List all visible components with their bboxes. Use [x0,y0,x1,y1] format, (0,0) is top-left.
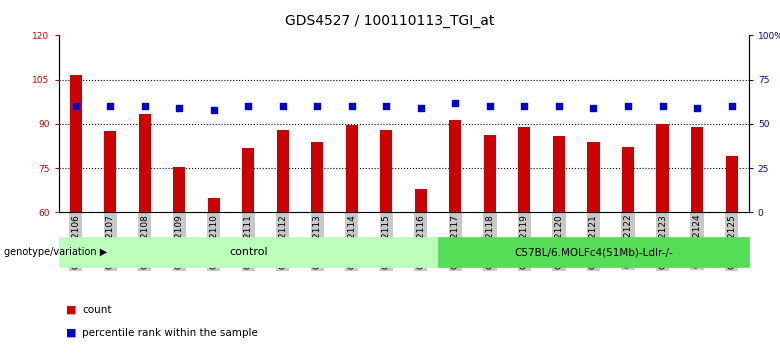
Text: ■: ■ [66,328,76,338]
Text: C57BL/6.MOLFc4(51Mb)-Ldlr-/-: C57BL/6.MOLFc4(51Mb)-Ldlr-/- [514,247,673,257]
Point [484,103,496,109]
Bar [553,136,565,212]
Text: genotype/variation ▶: genotype/variation ▶ [4,247,107,257]
Bar [173,167,186,212]
Bar [519,127,530,212]
Point [691,105,704,111]
Bar [725,156,738,212]
Point [656,103,668,109]
Bar [243,148,254,212]
Point [449,100,462,105]
Bar [139,114,151,212]
Point [587,105,600,111]
Bar [311,142,324,212]
Bar [207,198,220,212]
Point [553,103,566,109]
Point [104,103,116,109]
Bar [69,75,82,212]
Text: control: control [229,247,268,257]
Point [346,103,358,109]
Bar [415,189,427,212]
Point [415,105,427,111]
Bar [105,131,116,212]
Point [725,103,738,109]
Bar [657,124,668,212]
Point [207,107,220,113]
Bar [587,142,600,212]
Point [622,103,634,109]
Text: GDS4527 / 100110113_TGI_at: GDS4527 / 100110113_TGI_at [285,14,495,28]
Point [242,103,254,109]
Text: percentile rank within the sample: percentile rank within the sample [82,328,257,338]
Bar [449,120,462,212]
Point [173,105,186,111]
Point [311,103,324,109]
Text: count: count [82,305,112,315]
Bar [691,127,703,212]
Bar [381,130,392,212]
Bar [277,130,289,212]
Point [518,103,530,109]
Text: ■: ■ [66,305,76,315]
Bar [622,147,634,212]
Point [139,103,151,109]
Bar [484,135,496,212]
Point [69,103,82,109]
Bar [346,125,358,212]
Point [277,103,289,109]
Point [380,103,392,109]
